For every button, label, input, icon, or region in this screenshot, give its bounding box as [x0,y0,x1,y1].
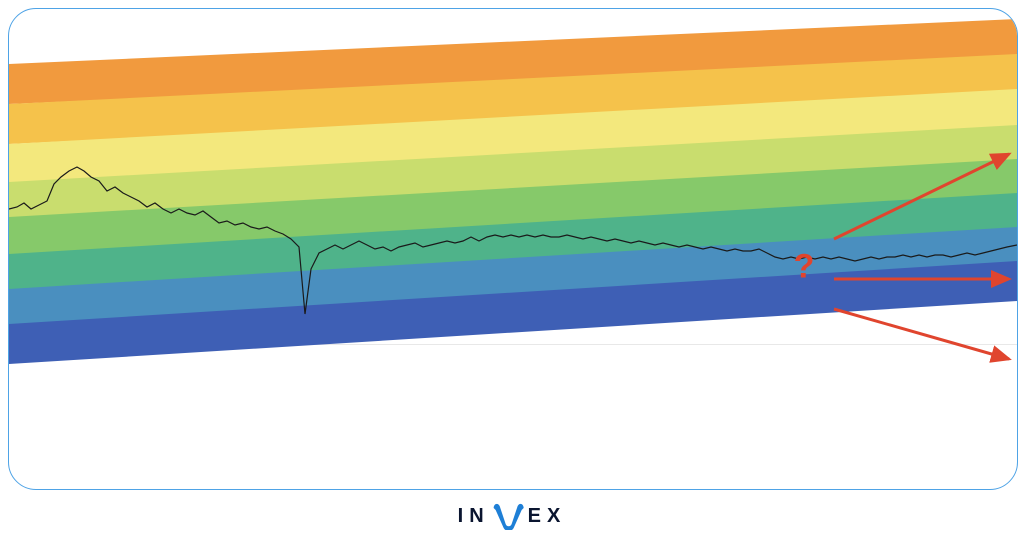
logo-right-text: EX [528,505,567,528]
chart-frame: ? [8,8,1018,490]
rainbow-chart: ? [9,9,1017,489]
invex-logo: IN EX [458,502,567,530]
logo-left-text: IN [458,505,490,528]
question-mark: ? [794,248,815,287]
logo-v-icon [492,502,526,530]
rainbow-bands [9,9,1017,489]
